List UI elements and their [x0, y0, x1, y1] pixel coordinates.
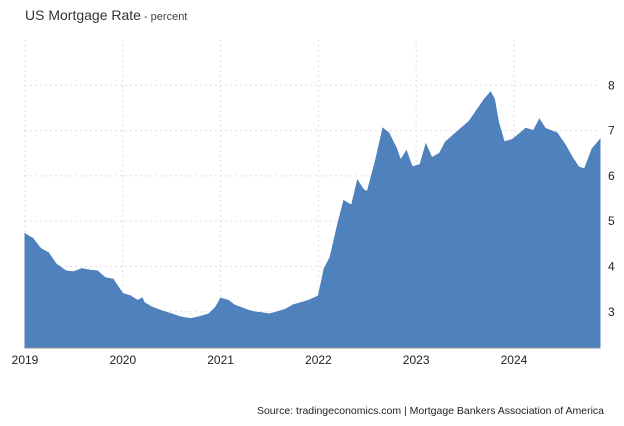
data-point [308, 299, 310, 301]
data-point [55, 263, 57, 265]
data-point [489, 91, 492, 93]
data-point [151, 306, 153, 308]
x-tick-label: 2023 [403, 353, 430, 367]
data-point [200, 315, 202, 317]
data-point [245, 308, 247, 311]
data-point [444, 141, 447, 143]
data-point [112, 278, 114, 280]
data-point [550, 130, 552, 132]
data-point [493, 98, 495, 100]
data-point [329, 256, 331, 258]
data-point [96, 270, 98, 272]
data-point [337, 222, 339, 224]
data-point [65, 270, 67, 272]
y-tick-label: 6 [608, 169, 615, 183]
data-point [233, 304, 235, 306]
data-point [292, 304, 294, 306]
data-point [261, 312, 263, 314]
data-point [141, 297, 143, 299]
data-point [525, 127, 527, 129]
y-tick-label: 7 [608, 124, 615, 138]
data-point [40, 247, 42, 249]
data-point [591, 148, 593, 150]
y-tick-label: 3 [608, 305, 615, 319]
data-point [253, 311, 255, 313]
data-point [431, 157, 433, 159]
data-point [544, 127, 546, 129]
data-point [343, 200, 345, 202]
data-point [452, 134, 454, 136]
x-tick-label: 2021 [207, 353, 234, 367]
data-point [399, 159, 402, 161]
data-point [396, 148, 398, 150]
data-point [599, 139, 601, 141]
data-point [405, 150, 407, 152]
data-point [484, 98, 486, 100]
data-point [122, 293, 124, 295]
data-point [276, 311, 278, 313]
data-point [517, 134, 519, 136]
data-point [538, 118, 541, 120]
data-point [268, 313, 271, 315]
data-point [161, 310, 163, 312]
data-point [503, 141, 505, 143]
data-point [556, 132, 558, 134]
data-point [239, 306, 241, 308]
data-point [532, 130, 535, 132]
data-point [143, 302, 145, 304]
data-point [136, 299, 139, 301]
data-point [323, 268, 325, 270]
data-point [577, 166, 580, 168]
chart-title-block: US Mortgage Rate - percent [25, 7, 187, 25]
data-point [476, 109, 478, 111]
x-tick-label: 2020 [109, 353, 136, 367]
data-point [220, 297, 222, 299]
data-point [208, 313, 210, 315]
data-point [215, 306, 217, 308]
data-point [47, 252, 50, 254]
data-point [460, 127, 462, 129]
data-point [190, 318, 192, 320]
data-point [104, 277, 106, 279]
source-note: Source: tradingeconomics.com | Mortgage … [256, 405, 604, 417]
data-point [411, 166, 413, 168]
y-tick-label: 5 [608, 214, 615, 228]
data-point [284, 308, 286, 311]
data-point [439, 152, 441, 154]
chart-subtitle: - percent [143, 11, 188, 23]
x-tick-label: 2024 [501, 353, 528, 367]
data-point [24, 233, 26, 235]
data-point [497, 120, 499, 123]
data-point [362, 188, 364, 191]
data-point [388, 132, 390, 134]
x-tick-label: 2019 [12, 353, 39, 367]
data-point [564, 143, 566, 145]
data-point [180, 316, 183, 318]
y-tick-label: 4 [608, 259, 615, 273]
data-point [366, 191, 368, 193]
data-point [317, 295, 319, 297]
data-point [227, 299, 229, 301]
data-point [356, 179, 359, 181]
data-point [572, 157, 574, 159]
data-point [81, 268, 83, 270]
data-point [88, 269, 91, 271]
data-point [374, 161, 376, 163]
data-point [73, 271, 75, 273]
chart-title: US Mortgage Rate [25, 7, 141, 23]
data-point [511, 139, 513, 141]
data-point [171, 313, 173, 315]
data-point [419, 164, 421, 166]
data-point [32, 237, 34, 239]
data-point [351, 204, 353, 206]
data-point [130, 295, 132, 297]
y-tick-label: 8 [608, 78, 615, 92]
data-point [583, 168, 586, 170]
data-point [382, 127, 384, 129]
data-point [468, 120, 470, 123]
data-point [300, 302, 302, 304]
x-tick-label: 2022 [305, 353, 332, 367]
data-point [425, 143, 427, 145]
